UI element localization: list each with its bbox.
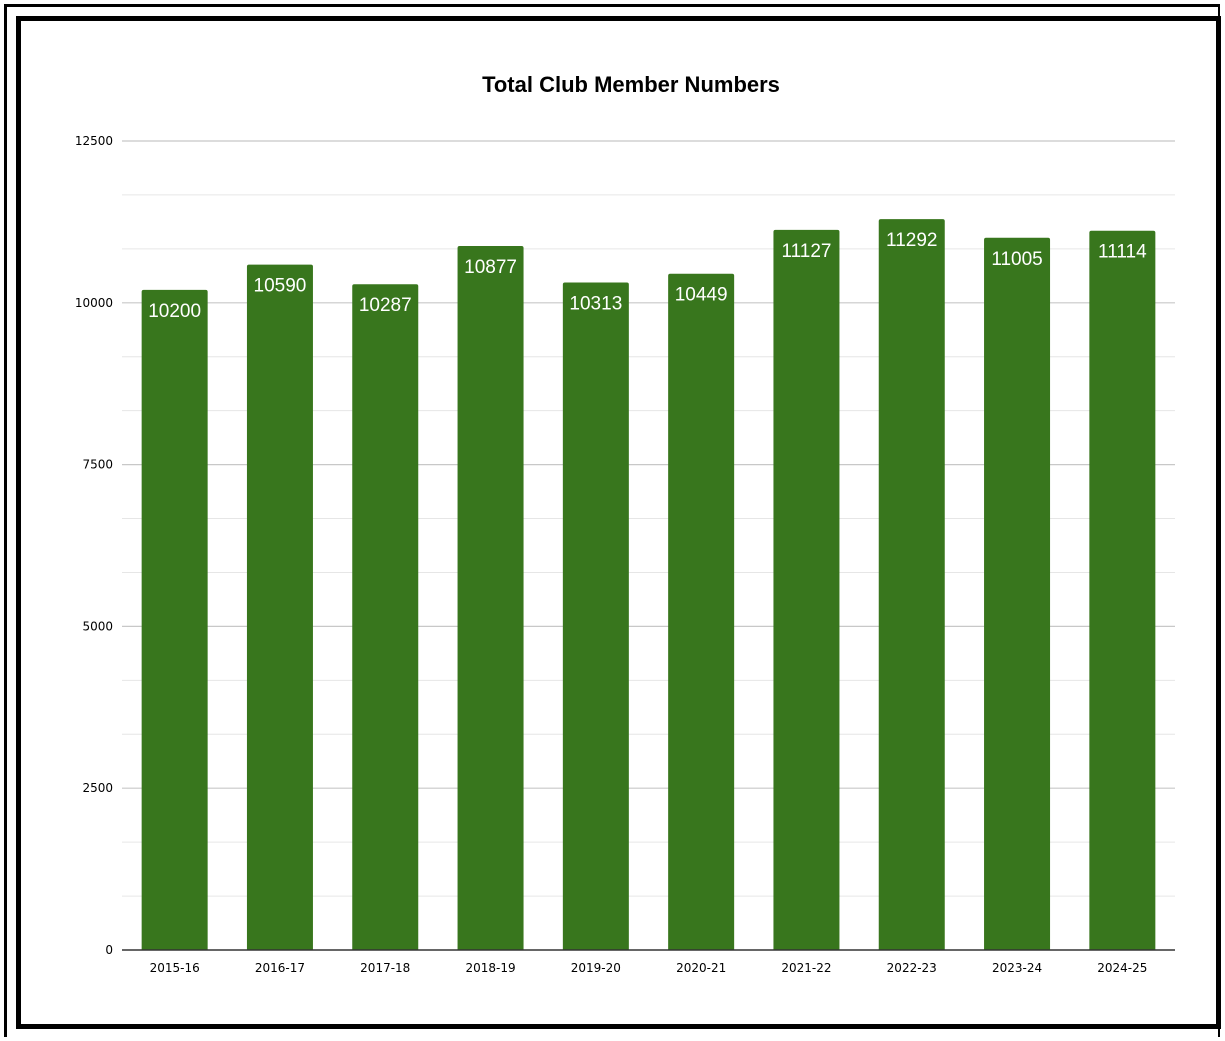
y-tick-label: 5000 [82,619,113,633]
data-labels: 10200 10590 10287 10877 10313 10449 11127 11292… [148,230,1147,322]
data-label-2024-25: 11114 [1098,242,1147,263]
data-label-2020-21: 10449 [675,285,728,306]
data-label-2018-19: 10877 [464,257,517,278]
y-tick-label: 0 [105,943,113,957]
data-label-2021-22: 11127 [781,241,831,262]
x-tick-label-2024-25: 2024-25 [1097,961,1147,975]
bar-2018-19 [457,246,524,951]
y-tick-label: 2500 [82,781,113,795]
bar-2017-18 [352,284,419,951]
x-axis-ticks: 2015-16 2016-17 2017-18 2018-19 2019-20 2020-… [150,961,1148,975]
x-tick-label-2015-16: 2015-16 [150,961,200,975]
bar-2024-25 [1089,230,1156,951]
bar-2023-24 [984,237,1051,950]
bar-2015-16 [141,289,208,951]
bar-2019-20 [562,282,629,951]
bar-2016-17 [246,264,313,950]
data-label-2017-18: 10287 [359,295,412,316]
x-tick-label-2018-19: 2018-19 [465,961,515,975]
bar-2020-21 [668,273,735,950]
bar-2021-22 [773,229,840,950]
y-axis-ticks: 0 2500 5000 7500 10000 12500 [75,134,113,957]
data-label-2019-20: 10313 [569,294,622,315]
y-tick-label: 12500 [75,134,113,148]
data-label-2015-16: 10200 [148,301,201,322]
y-tick-label: 10000 [75,296,113,310]
data-label-2016-17: 10590 [254,276,307,297]
x-tick-label-2016-17: 2016-17 [255,961,305,975]
x-tick-label-2017-18: 2017-18 [360,961,410,975]
x-tick-label-2019-20: 2019-20 [571,961,621,975]
x-tick-label-2021-22: 2021-22 [781,961,831,975]
data-label-2022-23: 11292 [886,230,937,251]
bars [141,219,1156,951]
x-tick-label-2023-24: 2023-24 [992,961,1042,975]
y-tick-label: 7500 [82,458,113,472]
x-tick-label-2022-23: 2022-23 [887,961,937,975]
chart-title: Total Club Member Numbers [482,72,780,97]
x-tick-label-2020-21: 2020-21 [676,961,726,975]
bar-2022-23 [878,219,945,950]
data-label-2023-24: 11005 [991,249,1042,270]
